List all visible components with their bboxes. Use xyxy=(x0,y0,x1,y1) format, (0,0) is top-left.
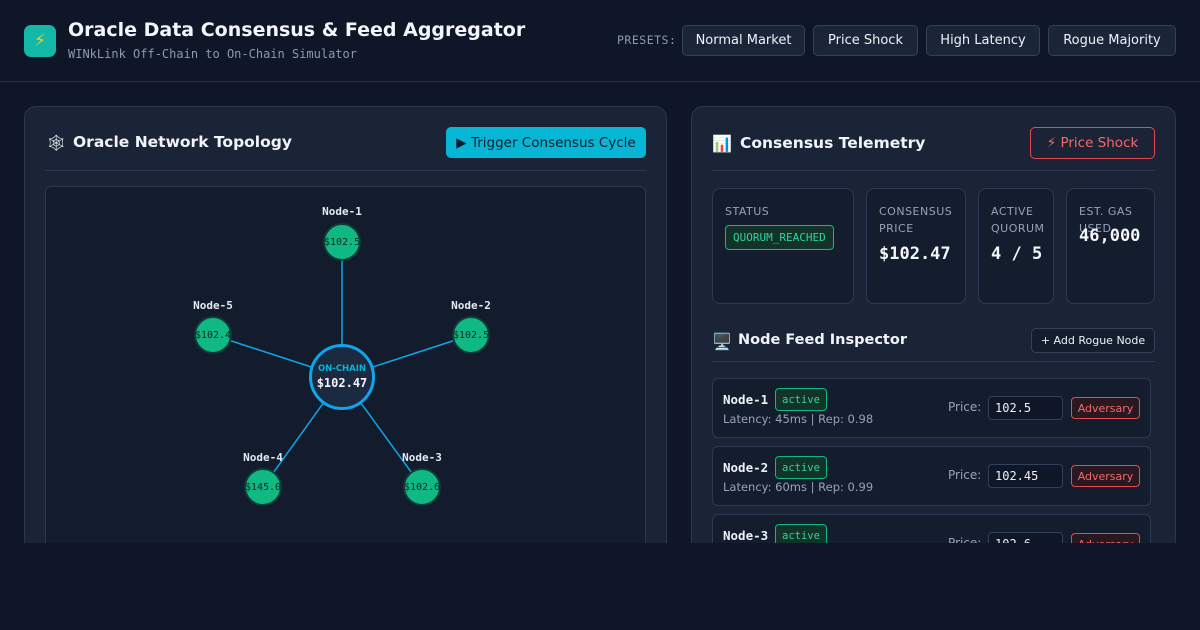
consensus-price-label: CONSENSUS PRICE xyxy=(879,205,953,235)
divider xyxy=(712,170,1155,171)
divider xyxy=(712,361,1155,362)
node-3-label: Node-3 xyxy=(402,451,442,464)
node-meta: Latency: 60ms | Rep: 0.99 xyxy=(723,480,874,494)
app-title: Oracle Data Consensus & Feed Aggregator xyxy=(68,19,526,41)
adversary-toggle-button[interactable]: Adversary xyxy=(1071,397,1140,419)
onchain-label: ON-CHAIN xyxy=(317,364,367,374)
node-price-input[interactable] xyxy=(988,464,1063,488)
node-feed-row: Node-1 active Latency: 45ms | Rep: 0.98 … xyxy=(712,378,1151,438)
network-icon: 🕸 xyxy=(46,133,67,152)
node-price-input[interactable] xyxy=(988,396,1063,420)
app-viewport: ⚡ Oracle Data Consensus & Feed Aggregato… xyxy=(0,0,1200,543)
active-quorum-value: 4 / 5 xyxy=(991,244,1043,264)
status-label: STATUS xyxy=(725,205,770,218)
node-name: Node-1 xyxy=(723,392,769,407)
node-meta: Latency: 45ms | Rep: 0.98 xyxy=(723,412,874,426)
gas-used-value: 46,000 xyxy=(1079,226,1141,246)
topology-title: Oracle Network Topology xyxy=(73,133,292,151)
adversary-toggle-button[interactable]: Adversary xyxy=(1071,465,1140,487)
node-4-circle[interactable]: $145.0 xyxy=(244,468,282,506)
status-card: STATUS QUORUM_REACHED xyxy=(712,188,854,304)
node-5-circle[interactable]: $102.4 xyxy=(194,316,232,354)
topology-panel: 🕸 Oracle Network Topology ▶ Trigger Cons… xyxy=(24,106,667,543)
trigger-consensus-button[interactable]: ▶ Trigger Consensus Cycle xyxy=(446,127,646,158)
gas-used-card: EST. GAS USED 46,000 xyxy=(1066,188,1155,304)
bar-chart-icon: 📊 xyxy=(712,134,732,153)
inspector-title: Node Feed Inspector xyxy=(738,332,907,348)
preset-price-shock-button[interactable]: Price Shock xyxy=(813,25,918,56)
topology-canvas: Node-1 $102.5 Node-2 $102.5 Node-3 $102.… xyxy=(45,186,646,543)
onchain-value: $102.47 xyxy=(316,376,368,390)
consensus-price-card: CONSENSUS PRICE $102.47 xyxy=(866,188,966,304)
node-name: Node-2 xyxy=(723,460,769,475)
app-subtitle: WINkLink Off-Chain to On-Chain Simulator xyxy=(68,47,357,61)
preset-rogue-majority-button[interactable]: Rogue Majority xyxy=(1048,25,1176,56)
node-status-badge: active xyxy=(775,524,827,543)
node-4-label: Node-4 xyxy=(243,451,283,464)
node-feed-row: Node-3 active Price: Adversary xyxy=(712,514,1151,543)
preset-high-latency-button[interactable]: High Latency xyxy=(926,25,1040,56)
node-1-circle[interactable]: $102.5 xyxy=(323,223,361,261)
price-label: Price: xyxy=(948,468,982,482)
consensus-price-value: $102.47 xyxy=(879,244,951,264)
node-2-label: Node-2 xyxy=(451,299,491,312)
price-label: Price: xyxy=(948,536,982,543)
telemetry-panel: 📊 Consensus Telemetry ⚡ Price Shock STAT… xyxy=(691,106,1176,543)
node-1-label: Node-1 xyxy=(322,205,362,218)
app-header: ⚡ Oracle Data Consensus & Feed Aggregato… xyxy=(0,0,1200,82)
monitor-icon: 🖥️ xyxy=(712,332,732,351)
active-quorum-card: ACTIVE QUORUM 4 / 5 xyxy=(978,188,1054,304)
presets-label: PRESETS: xyxy=(617,33,677,47)
node-5-label: Node-5 xyxy=(193,299,233,312)
price-shock-button[interactable]: ⚡ Price Shock xyxy=(1030,127,1155,159)
active-quorum-label: ACTIVE QUORUM xyxy=(991,205,1045,235)
telemetry-title: Consensus Telemetry xyxy=(740,134,926,152)
node-2-circle[interactable]: $102.5 xyxy=(452,316,490,354)
status-badge: QUORUM_REACHED xyxy=(725,225,834,250)
preset-normal-market-button[interactable]: Normal Market xyxy=(682,25,805,56)
node-feed-row: Node-2 active Latency: 60ms | Rep: 0.99 … xyxy=(712,446,1151,506)
lightning-icon: ⚡ xyxy=(24,25,56,57)
node-name: Node-3 xyxy=(723,528,769,543)
gas-used-label: EST. GAS USED xyxy=(1079,205,1133,235)
add-rogue-node-button[interactable]: + Add Rogue Node xyxy=(1031,328,1155,353)
node-status-badge: active xyxy=(775,388,827,411)
price-label: Price: xyxy=(948,400,982,414)
node-status-badge: active xyxy=(775,456,827,479)
divider xyxy=(45,170,646,171)
adversary-toggle-button[interactable]: Adversary xyxy=(1071,533,1140,543)
node-price-input[interactable] xyxy=(988,532,1063,543)
node-3-circle[interactable]: $102.6 xyxy=(403,468,441,506)
onchain-contract-node[interactable]: ON-CHAIN $102.47 xyxy=(309,344,375,410)
